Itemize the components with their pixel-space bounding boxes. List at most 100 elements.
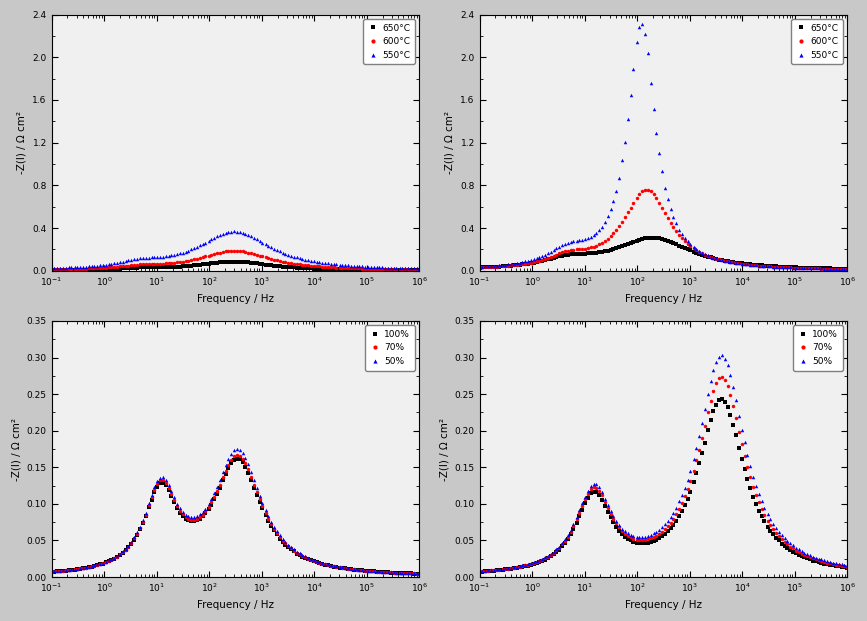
550°C <box>229 228 239 235</box>
Line: 100%: 100% <box>478 397 849 574</box>
70% <box>748 483 759 491</box>
70% <box>231 451 242 458</box>
600°C <box>668 224 679 231</box>
100% <box>574 512 584 520</box>
550°C <box>47 265 57 272</box>
550°C <box>204 237 214 245</box>
650°C <box>842 265 852 273</box>
Line: 70%: 70% <box>478 376 849 573</box>
550°C <box>668 213 679 220</box>
100% <box>291 550 302 557</box>
600°C <box>631 194 642 201</box>
Y-axis label: -Z(I) / Ω cm²: -Z(I) / Ω cm² <box>445 111 455 174</box>
600°C <box>766 263 776 270</box>
50% <box>204 500 214 507</box>
550°C <box>637 20 648 27</box>
650°C <box>291 264 302 271</box>
650°C <box>204 260 214 268</box>
70% <box>720 376 730 384</box>
Legend: 100%, 70%, 50%: 100%, 70%, 50% <box>366 325 414 371</box>
550°C <box>631 38 642 45</box>
600°C <box>842 265 852 273</box>
Y-axis label: -Z(I) / Ω cm²: -Z(I) / Ω cm² <box>16 111 27 174</box>
550°C <box>320 260 330 267</box>
650°C <box>414 266 425 274</box>
650°C <box>147 263 157 271</box>
550°C <box>748 261 759 269</box>
50% <box>320 560 330 568</box>
100% <box>665 525 675 532</box>
50% <box>474 568 485 575</box>
600°C <box>642 186 653 194</box>
70% <box>291 549 302 556</box>
100% <box>147 496 157 504</box>
650°C <box>229 258 239 265</box>
70% <box>240 460 251 467</box>
70% <box>147 494 157 501</box>
600°C <box>147 260 157 268</box>
50% <box>716 351 727 359</box>
50% <box>665 514 675 521</box>
650°C <box>474 264 485 271</box>
Line: 550°C: 550°C <box>50 230 421 270</box>
650°C <box>320 265 330 273</box>
Line: 650°C: 650°C <box>50 260 421 272</box>
650°C <box>766 262 776 270</box>
650°C <box>720 257 730 265</box>
50% <box>291 548 302 555</box>
600°C <box>204 252 214 260</box>
600°C <box>240 248 251 256</box>
Line: 50%: 50% <box>50 447 421 575</box>
550°C <box>720 257 730 265</box>
X-axis label: Frequency / Hz: Frequency / Hz <box>197 600 274 610</box>
650°C <box>337 266 348 273</box>
50% <box>748 473 759 481</box>
600°C <box>574 245 584 253</box>
50% <box>720 355 730 362</box>
70% <box>337 564 348 571</box>
70% <box>631 536 642 543</box>
100% <box>231 455 242 462</box>
550°C <box>842 265 852 273</box>
50% <box>240 454 251 461</box>
550°C <box>414 265 425 272</box>
550°C <box>240 230 251 237</box>
Line: 70%: 70% <box>50 453 421 576</box>
650°C <box>668 239 679 247</box>
50% <box>147 491 157 499</box>
Y-axis label: -Z(I) / Ω cm²: -Z(I) / Ω cm² <box>439 417 449 481</box>
70% <box>320 561 330 568</box>
70% <box>474 568 485 575</box>
70% <box>716 373 727 381</box>
100% <box>337 564 348 572</box>
50% <box>766 515 776 523</box>
100% <box>320 561 330 568</box>
100% <box>631 539 642 546</box>
600°C <box>291 260 302 268</box>
70% <box>766 521 776 528</box>
Line: 600°C: 600°C <box>478 188 849 271</box>
Line: 50%: 50% <box>478 353 849 573</box>
X-axis label: Frequency / Hz: Frequency / Hz <box>625 294 702 304</box>
600°C <box>320 263 330 271</box>
50% <box>231 445 242 453</box>
100% <box>204 505 214 513</box>
70% <box>574 509 584 517</box>
70% <box>47 568 57 576</box>
50% <box>631 533 642 540</box>
Line: 550°C: 550°C <box>478 22 849 271</box>
Legend: 100%, 70%, 50%: 100%, 70%, 50% <box>793 325 843 371</box>
100% <box>474 568 485 576</box>
600°C <box>229 247 239 255</box>
600°C <box>337 264 348 271</box>
600°C <box>748 261 759 269</box>
600°C <box>414 266 425 273</box>
100% <box>716 396 727 403</box>
100% <box>414 570 425 578</box>
X-axis label: Frequency / Hz: Frequency / Hz <box>625 600 702 610</box>
650°C <box>574 250 584 258</box>
650°C <box>649 234 659 242</box>
600°C <box>720 257 730 265</box>
70% <box>414 570 425 578</box>
100% <box>748 493 759 501</box>
